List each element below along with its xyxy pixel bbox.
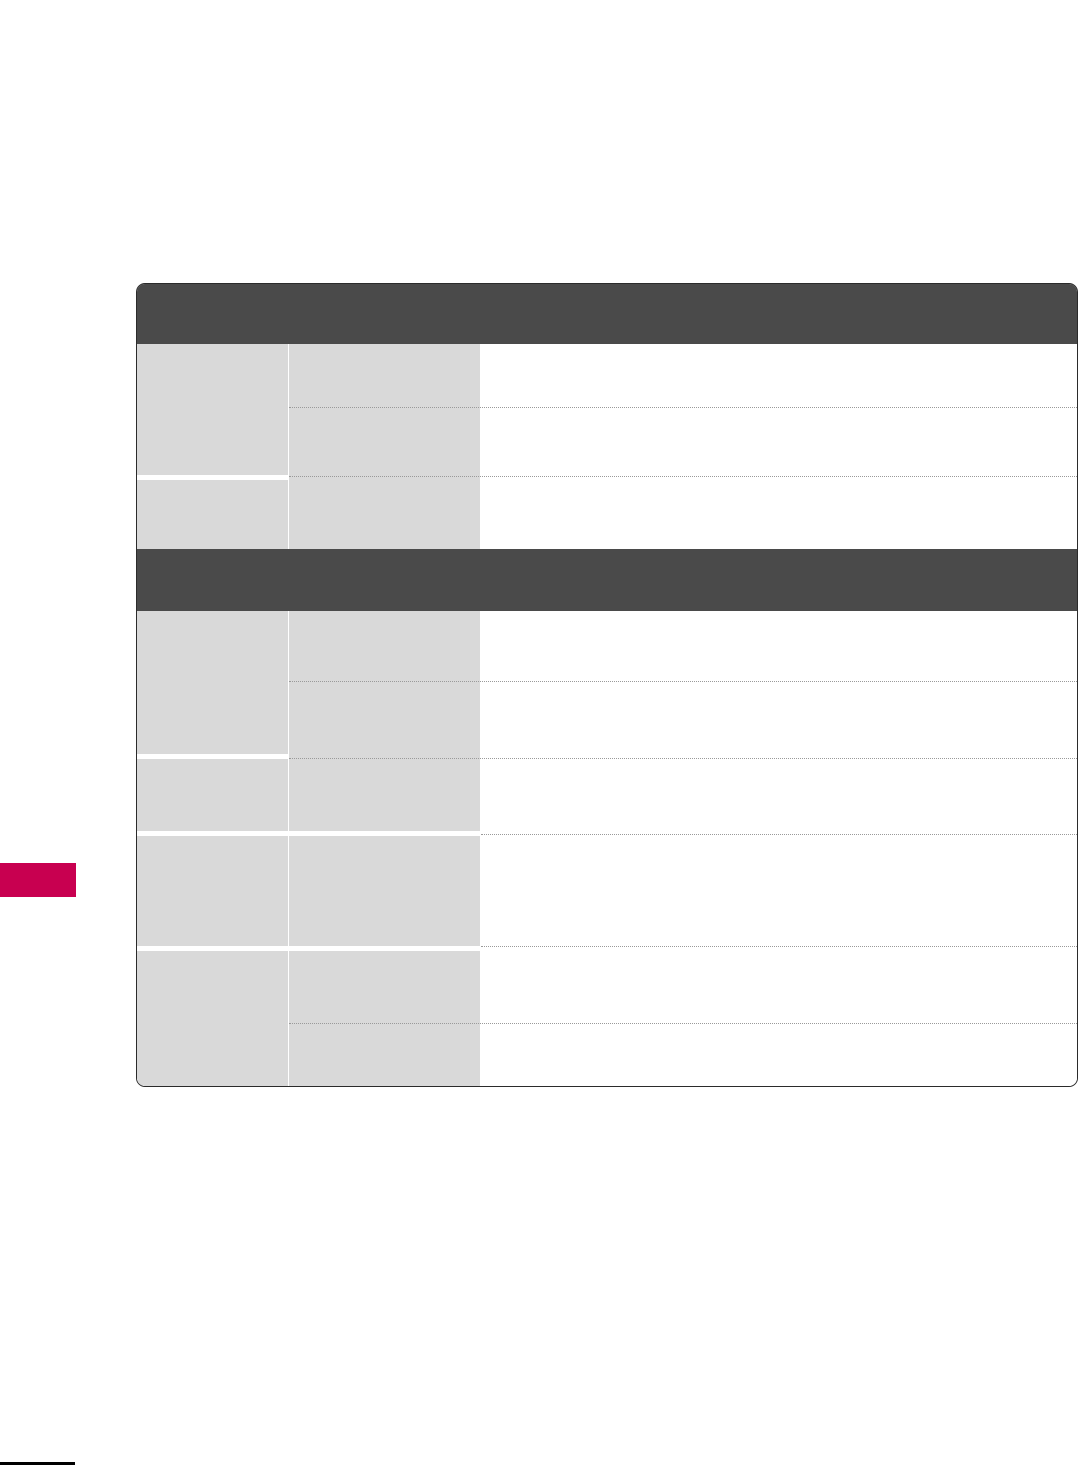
section-header-label-1 [137,284,1077,300]
footer-rule [0,1462,75,1465]
row-separator [481,946,1077,947]
cell-gap-strip [137,475,288,480]
row-separator [289,476,1077,477]
section-body-1 [137,344,1077,549]
table-value-cell [481,408,1077,476]
section-header-label-2 [137,549,1077,565]
table-row-label-cell [137,344,288,475]
specification-table [136,283,1078,1087]
table-value-cell [481,1024,1077,1086]
column-gap-strip [288,611,289,1086]
table-cell-text [137,611,288,625]
table-cell-text [481,408,1077,422]
table-value-cell [481,836,1077,946]
row-separator [481,834,1077,835]
row-separator [289,681,1077,682]
table-cell-text [137,480,288,494]
row-separator [289,407,1077,408]
section-header-band-2 [137,549,1077,611]
table-row-label-cell-wide [137,836,480,946]
table-sub-label-cell [289,951,480,1086]
table-value-cell [481,344,1077,407]
section-body-2 [137,611,1077,1086]
table-cell-text [289,951,480,965]
table-value-cell [481,477,1077,549]
table-sub-label-cell [289,611,480,831]
table-value-cell [481,759,1077,835]
table-cell-text [137,759,288,773]
table-cell-text [137,836,480,850]
table-cell-text [481,477,1077,491]
table-cell-text [481,1024,1077,1038]
table-cell-text [481,759,1077,773]
table-cell-text [481,682,1077,696]
table-cell-text [481,344,1077,358]
table-row-label-cell [137,480,288,549]
table-cell-text [289,344,480,358]
cell-gap-strip [137,754,288,759]
page-edge-marker-tab [0,863,76,897]
row-separator [289,758,1077,759]
table-cell-text [137,951,288,965]
table-value-cell [481,682,1077,758]
table-row-label-cell [137,951,288,1086]
table-value-cell [481,611,1077,681]
table-row-label-cell [137,759,288,831]
row-separator [289,1023,1077,1024]
table-cell-text [137,344,288,358]
section-header-band-1 [137,284,1077,344]
table-value-cell [481,947,1077,1023]
table-cell-text [481,947,1077,961]
cell-gap-strip [137,946,480,951]
table-cell-text [481,836,1077,850]
table-sub-label-cell [289,344,480,549]
table-cell-text [289,611,480,625]
table-row-label-cell [137,611,288,754]
table-cell-text [481,611,1077,625]
cell-gap-strip [137,831,480,836]
